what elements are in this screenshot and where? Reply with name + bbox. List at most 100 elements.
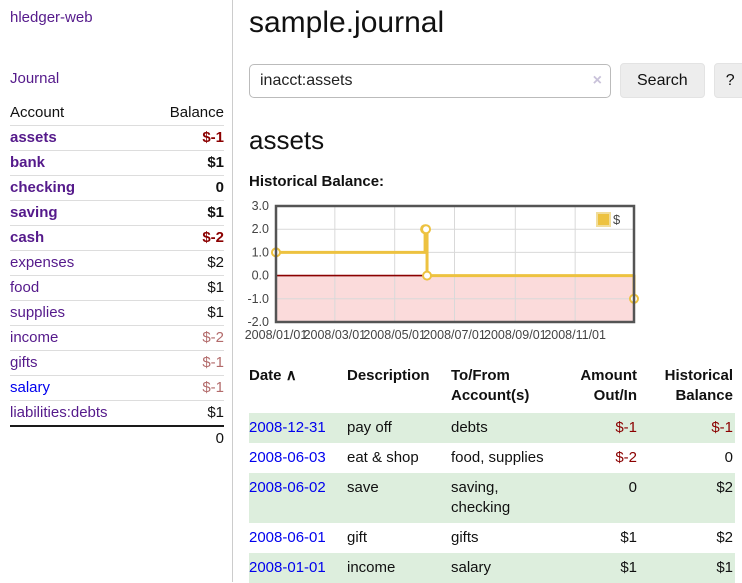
chart-data-point (422, 270, 433, 281)
sidebar-nav: Journal (10, 70, 224, 87)
transaction-balance-cell: $2 (716, 529, 733, 546)
historical-balance-chart: $3.0 2.0 1.0 0.0 -1.0 -2.0 2008/01/01 2008/03/0… (245, 199, 742, 349)
transaction-date-link[interactable]: 2008-06-03 (249, 449, 326, 466)
total-balance: 0 (147, 425, 224, 451)
account-balance: 0 (147, 175, 224, 201)
chart-data-point (421, 224, 432, 235)
account-link[interactable]: supplies (10, 304, 66, 321)
account-row: saving $1 (10, 200, 224, 226)
transaction-date-link[interactable]: 2008-06-02 (249, 479, 326, 496)
account-tree-table: Account Balance assets $-1 bank $1 checking 0… (10, 100, 224, 451)
account-balance: $1 (147, 400, 224, 426)
account-row: gifts $-1 (10, 350, 224, 376)
transaction-date-link[interactable]: 2008-06-01 (249, 529, 326, 546)
account-balance: $1 (147, 275, 224, 301)
account-row: income $-2 (10, 325, 224, 351)
search-bar: × Search ? (249, 63, 742, 98)
transaction-amount-cell: $-1 (615, 419, 637, 436)
transaction-accounts-cell: gifts (451, 529, 479, 546)
transaction-description-cell: gift (347, 529, 368, 546)
account-link[interactable]: income (10, 329, 59, 346)
total-label-cell (10, 425, 148, 451)
transaction-accounts-cell: debts (451, 419, 488, 436)
transaction-amount-cell: $1 (620, 529, 637, 546)
account-row: bank $1 (10, 150, 224, 176)
account-column-header: Account (10, 104, 65, 121)
account-balance: $1 (147, 300, 224, 326)
account-balance: $-1 (147, 350, 224, 376)
account-row: expenses $2 (10, 250, 224, 276)
sidebar-item-journal[interactable]: Journal (10, 70, 60, 87)
account-link[interactable]: cash (10, 229, 45, 246)
sort-ascending-icon: ∧ (285, 367, 297, 384)
table-row: 2008-06-03 eat & shop food, supplies $-2 0 (249, 443, 735, 473)
app-title-link[interactable]: hledger-web (10, 9, 93, 26)
account-balance: $-2 (147, 225, 224, 251)
x-axis-tick-label: 2008/03/01 (304, 328, 367, 342)
account-link[interactable]: gifts (10, 354, 38, 371)
account-row: supplies $1 (10, 300, 224, 326)
account-heading: assets (249, 125, 325, 155)
account-total-row: 0 (10, 425, 224, 451)
amount-column-header: Amount Out/In (580, 367, 637, 404)
transaction-date-cell: 2008-06-03 (249, 443, 347, 473)
transaction-amount-cell: 0 (628, 479, 637, 496)
sidebar: hledger-web Journal Account Balance asse… (0, 0, 233, 582)
account-balance: $1 (147, 150, 224, 176)
main-content: sample.journal × Search ? assets Histori… (233, 0, 742, 583)
legend-label: $ (613, 212, 621, 227)
transaction-amount-cell: $1 (620, 559, 637, 576)
account-link[interactable]: liabilities:debts (10, 404, 108, 421)
transaction-date-cell: 2008-06-01 (249, 523, 347, 553)
date-column-header[interactable]: Date ∧ (249, 367, 297, 384)
transaction-accounts-cell: salary (451, 559, 492, 576)
transaction-description-cell: save (347, 479, 379, 496)
x-axis-tick-label: 2008/09/01 (484, 328, 547, 342)
transaction-balance-cell: $1 (716, 559, 733, 576)
transaction-date-cell: 2008-12-31 (249, 413, 347, 443)
clear-search-icon[interactable]: × (592, 71, 602, 89)
table-row: 2008-12-31 pay off debts $-1 $-1 (249, 413, 735, 443)
transaction-description-cell: pay off (347, 419, 392, 436)
transaction-amount-cell: $-2 (615, 449, 637, 466)
register-header-row: Date ∧ Description To/From Account(s) Am… (249, 364, 735, 413)
search-input[interactable] (249, 63, 611, 98)
help-button[interactable]: ? (713, 63, 742, 98)
account-balance: $-1 (147, 125, 224, 151)
description-column-header: Description (347, 367, 430, 384)
account-link[interactable]: food (10, 279, 40, 296)
account-link[interactable]: expenses (10, 254, 75, 271)
table-row: 2008-06-02 save saving, checking 0 $2 (249, 473, 735, 523)
account-link[interactable]: saving (10, 204, 58, 221)
account-balance: $-1 (147, 375, 224, 401)
transaction-date-link[interactable]: 2008-12-31 (249, 419, 326, 436)
accounts-column-header: To/From Account(s) (451, 367, 530, 404)
search-box: × (249, 63, 611, 98)
transaction-balance-cell: $2 (716, 479, 733, 496)
account-row: liabilities:debts $1 (10, 400, 224, 426)
account-row: cash $-2 (10, 225, 224, 251)
transaction-balance-cell: 0 (724, 449, 733, 466)
y-axis-tick-label: 3.0 (252, 199, 269, 213)
account-link[interactable]: salary (10, 379, 51, 396)
balance-column-header: Balance (169, 104, 224, 121)
account-row: checking 0 (10, 175, 224, 201)
search-button[interactable]: Search (620, 63, 705, 98)
x-axis-tick-label: 2008/07/01 (423, 328, 486, 342)
table-row: 2008-06-01 gift gifts $1 $2 (249, 523, 735, 553)
account-row: salary $-1 (10, 375, 224, 401)
account-link[interactable]: assets (10, 129, 57, 146)
account-link[interactable]: checking (10, 179, 76, 196)
x-axis-tick-label: 2008/11/01 (544, 328, 606, 342)
account-balance: $1 (147, 200, 224, 226)
y-axis-tick-label: -1.0 (247, 292, 269, 306)
transaction-date-cell: 2008-01-01 (249, 553, 347, 583)
y-axis-tick-label: 1.0 (252, 245, 269, 259)
account-link[interactable]: bank (10, 154, 46, 171)
transaction-description-cell: eat & shop (347, 449, 419, 466)
transaction-date-link[interactable]: 2008-01-01 (249, 559, 326, 576)
transaction-accounts-cell: saving, checking (451, 479, 511, 516)
register-body: 2008-12-31 pay off debts $-1 $-1 2008-06-03 ea… (249, 413, 735, 583)
page-title: sample.journal (249, 6, 445, 39)
account-row: assets $-1 (10, 125, 224, 151)
